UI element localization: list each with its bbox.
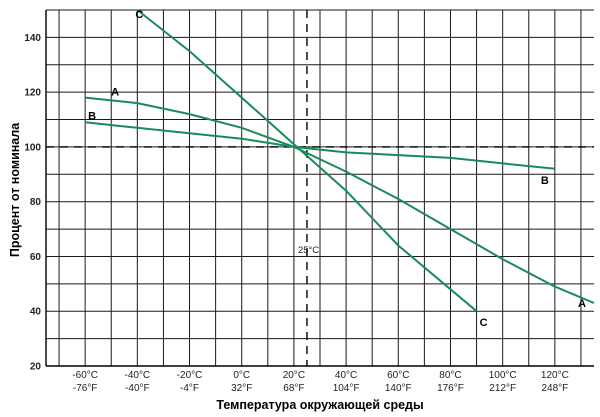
x-tick-label-fahrenheit: 68°F (283, 383, 304, 394)
series-label-b: B (541, 175, 549, 187)
x-tick-label-fahrenheit: 212°F (489, 383, 516, 394)
y-tick-labels: 20 40 60 80 100 120 140 (24, 33, 41, 373)
series-label-a: A (111, 87, 119, 99)
x-tick-label-fahrenheit: 104°F (333, 383, 360, 394)
series-label-a: A (578, 298, 586, 310)
y-tick-label: 80 (30, 197, 42, 208)
y-tick-label: 120 (24, 88, 41, 99)
x-tick-label-celsius: -20°C (177, 370, 203, 381)
x-tick-label-fahrenheit: 176°F (437, 383, 464, 394)
x-tick-label-celsius: 0°C (233, 370, 250, 381)
x-tick-label-celsius: 80°C (439, 370, 461, 381)
y-tick-label: 20 (30, 362, 42, 373)
x-tick-label-celsius: 20°C (283, 370, 305, 381)
series-label-c: C (135, 9, 143, 21)
x-tick-labels: -60°C -76°F -40°C -40°F -20°C -4°F 0°C 32°F 20°C… (72, 370, 569, 394)
series-line-c (136, 9, 478, 312)
x-tick-label-celsius: -60°C (72, 370, 98, 381)
series-label-c: C (480, 317, 488, 329)
x-tick-label-fahrenheit: 32°F (231, 383, 252, 394)
series-line-a (84, 96, 595, 304)
x-tick-label-celsius: 100°C (489, 370, 517, 381)
series-label-b: B (88, 110, 96, 122)
x-tick-label-fahrenheit: -4°F (180, 383, 199, 394)
x-tick-label-fahrenheit: 140°F (385, 383, 412, 394)
series-lines (84, 9, 595, 312)
y-tick-label: 60 (30, 252, 42, 263)
x-tick-label-fahrenheit: -76°F (73, 383, 98, 394)
x-tick-label-celsius: 40°C (335, 370, 357, 381)
y-tick-label: 100 (24, 142, 41, 153)
x-tick-label-fahrenheit: 248°F (541, 383, 568, 394)
series-labels: A A B B C C (88, 9, 586, 329)
y-tick-label: 140 (24, 33, 41, 44)
y-axis-title: Процент от номинала (8, 122, 22, 257)
x-tick-label-fahrenheit: -40°F (125, 383, 150, 394)
series-line-b (84, 121, 556, 170)
x-tick-label-celsius: 120°C (541, 370, 569, 381)
x-tick-label-celsius: 60°C (387, 370, 409, 381)
x-tick-label-celsius: -40°C (124, 370, 150, 381)
grid (45, 9, 594, 367)
reference-lines: 25°C (46, 10, 594, 366)
x-axis-title: Температура окружающей среды (216, 398, 423, 412)
reference-label-25c: 25°C (298, 245, 319, 256)
y-tick-label: 40 (30, 307, 42, 318)
